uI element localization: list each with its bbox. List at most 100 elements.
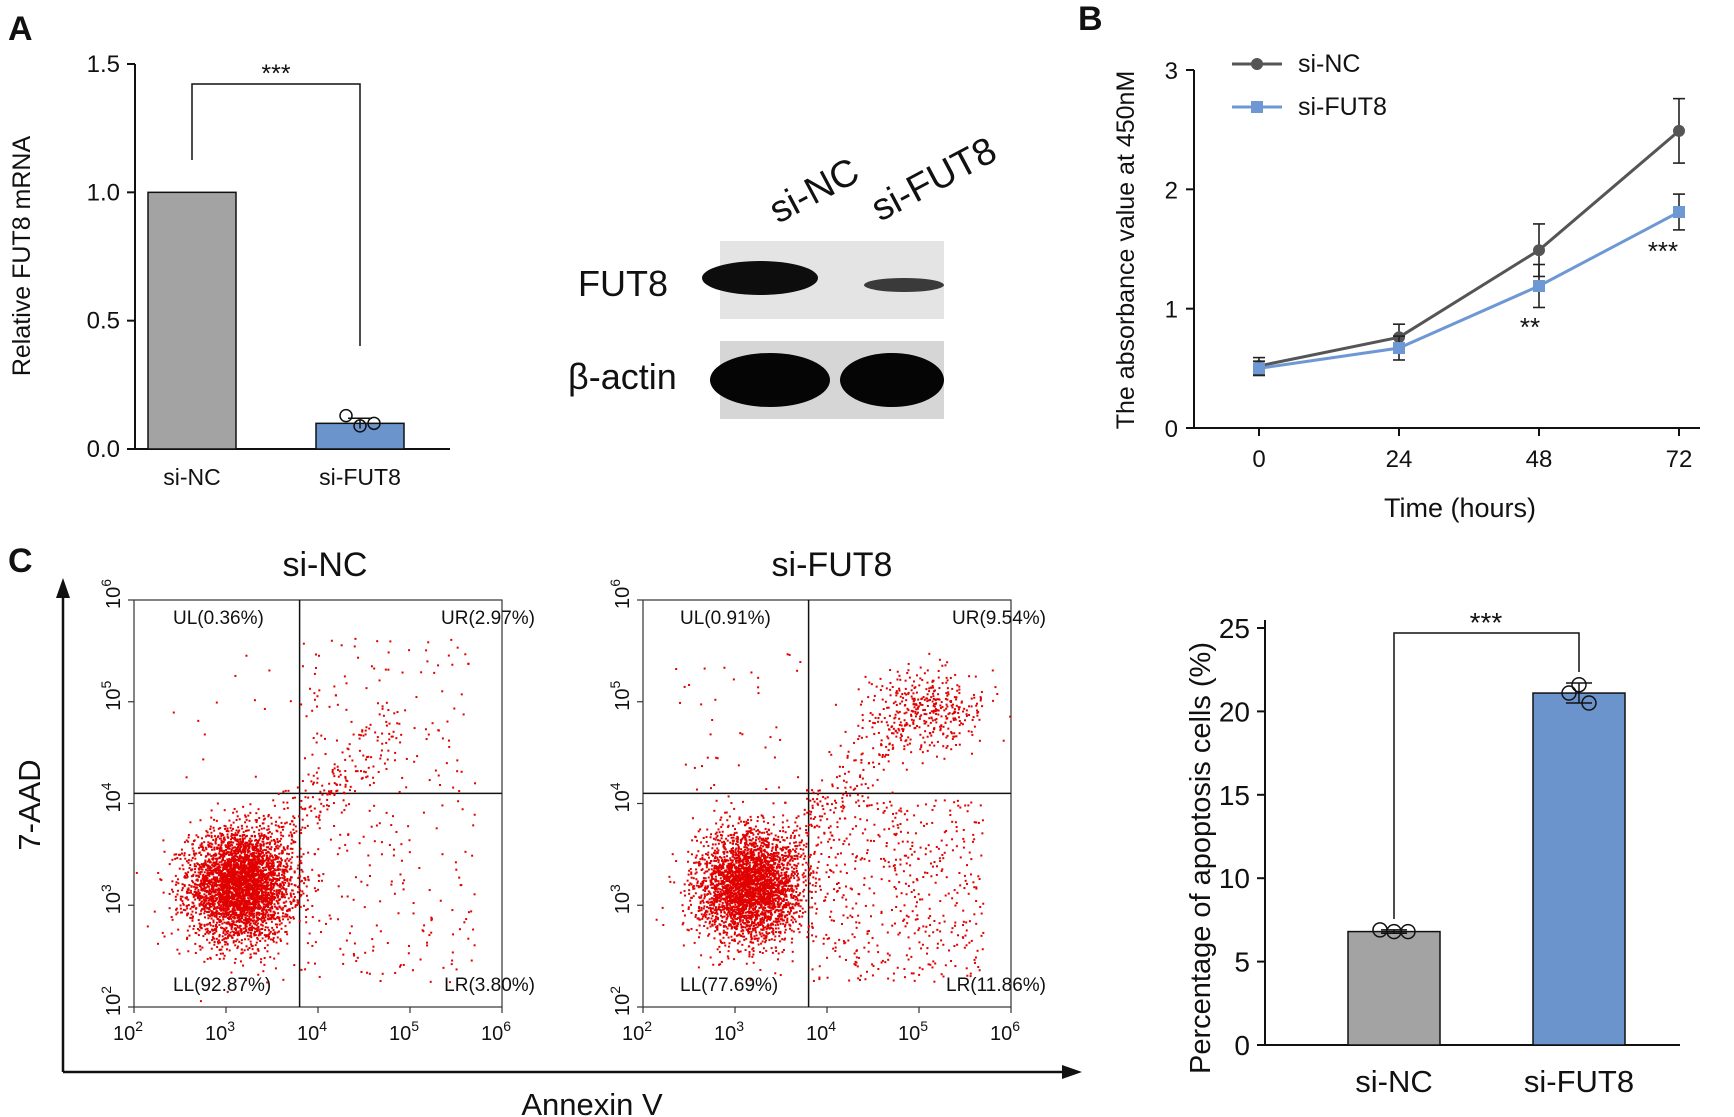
x-tick-label: 106	[990, 1018, 1020, 1045]
event-dot	[267, 851, 270, 854]
event-dot	[262, 875, 265, 878]
series-line-si-FUT8	[1258, 210, 1680, 370]
event-dot	[250, 894, 253, 897]
event-dot	[168, 892, 171, 895]
event-dot	[226, 875, 229, 878]
event-dot	[272, 858, 275, 861]
event-dot	[226, 904, 229, 907]
event-dot	[228, 917, 231, 920]
event-dot	[280, 859, 283, 862]
event-dot	[249, 953, 252, 956]
event-dot	[339, 833, 342, 836]
event-dot	[216, 835, 219, 838]
event-dot	[243, 894, 246, 897]
event-dot	[197, 919, 200, 922]
event-dot	[198, 929, 201, 932]
event-dot	[439, 783, 442, 786]
event-dot	[192, 852, 195, 855]
event-dot	[215, 837, 218, 840]
event-dot	[201, 864, 204, 867]
event-dot	[712, 891, 715, 894]
event-dot	[230, 894, 233, 897]
event-dot	[216, 876, 219, 879]
event-dot	[216, 802, 219, 805]
event-dot	[237, 871, 240, 874]
event-dot	[199, 819, 202, 822]
event-dot	[240, 897, 243, 900]
event-dot	[238, 884, 241, 887]
event-dot	[234, 832, 237, 835]
western-blot: si-NC si-FUT8 FUT8 β-actin	[568, 129, 1004, 419]
event-dot	[248, 879, 251, 882]
event-dot	[276, 847, 279, 850]
event-dot	[299, 847, 302, 850]
event-dot	[230, 835, 233, 838]
event-dot	[463, 921, 466, 924]
event-dot	[264, 903, 267, 906]
event-dot	[212, 925, 215, 928]
event-dot	[246, 878, 249, 881]
event-dot	[261, 879, 264, 882]
event-dot	[326, 798, 329, 801]
event-dot	[251, 835, 254, 838]
event-dot	[226, 911, 229, 914]
event-dot	[313, 887, 316, 890]
event-dot	[297, 900, 300, 903]
event-dot	[378, 713, 381, 716]
event-dot	[282, 978, 285, 981]
y-tick-label: 106	[607, 579, 634, 609]
event-dot	[245, 873, 248, 876]
event-dot	[236, 902, 239, 905]
event-dot	[244, 815, 247, 818]
event-dot	[340, 811, 343, 814]
event-dot	[252, 915, 255, 918]
event-dot	[453, 707, 456, 710]
event-dot	[258, 876, 261, 879]
event-dot	[216, 872, 219, 875]
event-dot	[441, 804, 444, 807]
event-dot	[209, 845, 212, 848]
event-dot	[272, 867, 275, 870]
event-dot	[253, 889, 256, 892]
event-dot	[265, 891, 268, 894]
event-dot	[209, 869, 212, 872]
event-dot	[231, 912, 234, 915]
event-dot	[344, 775, 347, 778]
event-dot	[300, 799, 303, 802]
event-dot	[368, 972, 371, 975]
event-dot	[313, 853, 316, 856]
event-dot	[232, 887, 235, 890]
event-dot	[244, 847, 247, 850]
event-dot	[297, 877, 300, 880]
event-dot	[344, 785, 347, 788]
event-dot	[292, 823, 295, 826]
event-dot	[252, 903, 255, 906]
event-dot	[203, 849, 206, 852]
event-dot	[221, 875, 224, 878]
event-dot	[445, 762, 448, 765]
event-dot	[213, 868, 216, 871]
event-dot	[263, 957, 266, 960]
event-dot	[244, 821, 247, 824]
event-dot	[247, 892, 250, 895]
event-dot	[239, 872, 242, 875]
event-dot	[358, 842, 361, 845]
event-dot	[286, 847, 289, 850]
event-dot	[390, 824, 393, 827]
event-dot	[388, 738, 391, 741]
event-dot	[277, 847, 280, 850]
event-dot	[200, 900, 203, 903]
event-dot	[210, 884, 213, 887]
event-dot	[318, 689, 321, 692]
event-dot	[286, 857, 289, 860]
event-dot	[237, 863, 240, 866]
event-dot	[276, 857, 279, 860]
event-dot	[274, 967, 277, 970]
event-dot	[300, 862, 303, 865]
event-dot	[211, 881, 214, 884]
event-dot	[277, 952, 280, 955]
event-dot	[200, 879, 203, 882]
event-dot	[223, 940, 226, 943]
event-dot	[239, 870, 242, 873]
event-dot	[789, 836, 792, 839]
